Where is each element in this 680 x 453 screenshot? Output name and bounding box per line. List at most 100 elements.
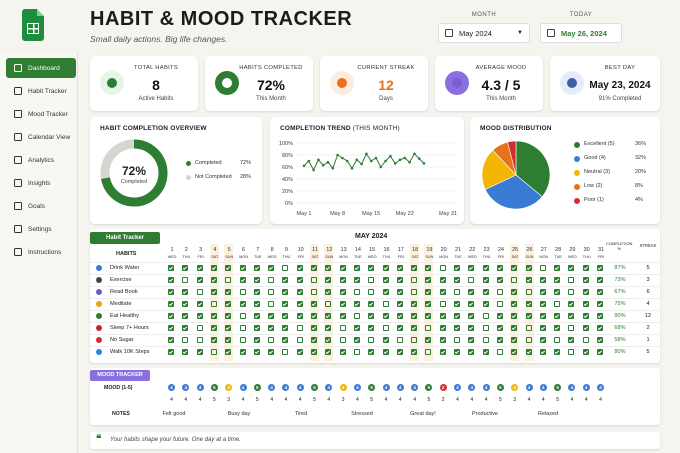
habit-checkbox[interactable] (425, 301, 432, 307)
habit-checkbox[interactable] (225, 313, 232, 319)
mood-value[interactable]: 4 (413, 397, 416, 403)
habit-checkbox[interactable] (196, 325, 203, 331)
mood-value[interactable]: 4 (356, 397, 359, 403)
mood-value[interactable]: 4 (270, 397, 273, 403)
sidebar-item-goals[interactable]: Goals (6, 196, 76, 216)
habit-checkbox[interactable] (597, 349, 603, 355)
habit-checkbox[interactable] (196, 313, 203, 319)
mood-note[interactable]: Stressed (351, 411, 373, 417)
habit-checkbox[interactable] (325, 349, 332, 355)
habit-checkbox[interactable] (182, 277, 189, 283)
habit-checkbox[interactable] (225, 325, 232, 331)
habit-checkbox[interactable] (396, 313, 403, 319)
habit-checkbox[interactable] (468, 265, 475, 271)
habit-checkbox[interactable] (253, 349, 260, 355)
habit-checkbox[interactable] (382, 337, 389, 343)
habit-checkbox[interactable] (496, 325, 503, 331)
habit-checkbox[interactable] (296, 337, 303, 343)
mood-note[interactable]: Busy day (227, 411, 251, 417)
habit-checkbox[interactable] (511, 325, 518, 331)
habit-checkbox[interactable] (411, 325, 418, 331)
mood-value[interactable]: 5 (427, 397, 431, 403)
habit-checkbox[interactable] (439, 277, 446, 283)
habit-checkbox[interactable] (168, 265, 174, 271)
habit-checkbox[interactable] (568, 289, 575, 295)
habit-checkbox[interactable] (225, 265, 232, 271)
habit-checkbox[interactable] (454, 325, 460, 331)
habit-checkbox[interactable] (496, 289, 503, 295)
habit-checkbox[interactable] (396, 301, 403, 307)
habit-checkbox[interactable] (568, 301, 575, 307)
habit-checkbox[interactable] (268, 289, 275, 295)
habit-checkbox[interactable] (168, 349, 174, 355)
habit-checkbox[interactable] (296, 325, 303, 331)
habit-checkbox[interactable] (353, 325, 360, 331)
habit-checkbox[interactable] (582, 277, 589, 283)
habit-checkbox[interactable] (282, 313, 289, 319)
habit-checkbox[interactable] (210, 265, 217, 271)
habit-checkbox[interactable] (554, 349, 561, 355)
habit-checkbox[interactable] (296, 277, 303, 283)
habit-checkbox[interactable] (239, 325, 246, 331)
habit-checkbox[interactable] (282, 301, 289, 307)
habit-checkbox[interactable] (353, 349, 360, 355)
habit-checkbox[interactable] (225, 277, 232, 283)
habit-checkbox[interactable] (210, 301, 217, 307)
habit-checkbox[interactable] (368, 349, 375, 355)
habit-checkbox[interactable] (554, 265, 561, 271)
mood-value[interactable]: 3 (341, 397, 345, 403)
habit-checkbox[interactable] (239, 289, 246, 295)
habit-checkbox[interactable] (196, 265, 203, 271)
habit-checkbox[interactable] (353, 301, 360, 307)
mood-value[interactable]: 4 (398, 397, 402, 403)
habit-checkbox[interactable] (554, 301, 561, 307)
habit-checkbox[interactable] (425, 289, 432, 295)
habit-checkbox[interactable] (339, 277, 346, 283)
habit-checkbox[interactable] (296, 313, 303, 319)
habit-checkbox[interactable] (568, 337, 575, 343)
habit-checkbox[interactable] (597, 325, 603, 331)
habit-checkbox[interactable] (339, 313, 346, 319)
habit-checkbox[interactable] (554, 313, 561, 319)
habit-checkbox[interactable] (210, 277, 217, 283)
habit-checkbox[interactable] (454, 265, 460, 271)
habit-checkbox[interactable] (568, 313, 575, 319)
habit-checkbox[interactable] (482, 289, 489, 295)
habit-checkbox[interactable] (539, 265, 546, 271)
habit-checkbox[interactable] (554, 289, 561, 295)
habit-checkbox[interactable] (511, 337, 518, 343)
habit-checkbox[interactable] (182, 325, 189, 331)
habit-checkbox[interactable] (496, 301, 503, 307)
habit-checkbox[interactable] (582, 337, 589, 343)
habit-checkbox[interactable] (525, 325, 532, 331)
habit-checkbox[interactable] (168, 289, 174, 295)
habit-checkbox[interactable] (525, 301, 532, 307)
habit-checkbox[interactable] (382, 325, 389, 331)
habit-checkbox[interactable] (539, 349, 546, 355)
habit-checkbox[interactable] (325, 325, 332, 331)
habit-checkbox[interactable] (196, 337, 203, 343)
month-select[interactable]: May 2024 ▼ (438, 23, 530, 43)
habit-checkbox[interactable] (353, 289, 360, 295)
habit-checkbox[interactable] (439, 349, 446, 355)
habit-checkbox[interactable] (454, 301, 460, 307)
mood-note[interactable]: Productive (472, 411, 498, 417)
habit-checkbox[interactable] (597, 313, 603, 319)
habit-checkbox[interactable] (196, 349, 203, 355)
sidebar-item-settings[interactable]: Settings (6, 219, 76, 239)
habit-checkbox[interactable] (568, 349, 575, 355)
mood-value[interactable]: 4 (470, 397, 474, 403)
habit-checkbox[interactable] (496, 349, 503, 355)
habit-checkbox[interactable] (282, 289, 289, 295)
habit-checkbox[interactable] (253, 325, 260, 331)
habit-checkbox[interactable] (253, 301, 260, 307)
habit-checkbox[interactable] (511, 301, 518, 307)
habit-checkbox[interactable] (454, 313, 460, 319)
habit-checkbox[interactable] (239, 337, 246, 343)
habit-checkbox[interactable] (268, 325, 275, 331)
habit-checkbox[interactable] (468, 337, 475, 343)
habit-checkbox[interactable] (325, 313, 332, 319)
habit-checkbox[interactable] (182, 337, 189, 343)
habit-checkbox[interactable] (454, 349, 460, 355)
habit-checkbox[interactable] (382, 265, 389, 271)
